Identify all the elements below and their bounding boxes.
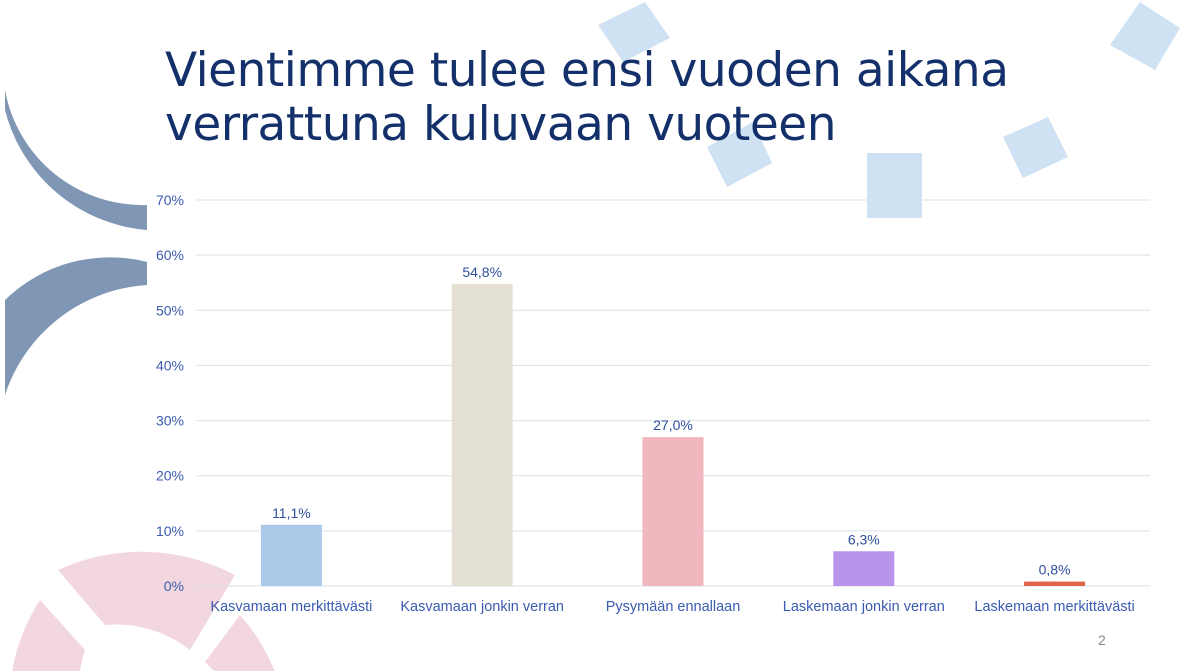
data-label: 0,8% xyxy=(1039,562,1071,578)
y-tick-label: 50% xyxy=(156,302,184,318)
title-line-1: Vientimme tulee ensi vuoden aikana xyxy=(165,43,1009,98)
y-tick-label: 60% xyxy=(156,247,184,263)
x-tick-label: Laskemaan merkittävästi xyxy=(974,599,1134,615)
data-label: 11,1% xyxy=(272,505,311,521)
x-tick-label: Kasvamaan merkittävästi xyxy=(210,599,372,615)
y-tick-label: 30% xyxy=(156,413,184,429)
slide-number: 2 xyxy=(1098,632,1106,648)
bar xyxy=(642,437,704,586)
y-tick-label: 40% xyxy=(156,357,184,373)
y-tick-label: 10% xyxy=(156,523,184,539)
blue-arc-decorations xyxy=(5,90,147,395)
title-line-2: verrattuna kuluvaan vuoteen xyxy=(165,97,836,152)
x-tick-label: Pysymään ennallaan xyxy=(606,599,741,615)
x-tick-label: Kasvamaan jonkin verran xyxy=(400,599,564,615)
bar xyxy=(260,524,322,586)
data-label: 54,8% xyxy=(462,264,502,280)
bar xyxy=(1024,581,1086,586)
x-tick-label: Laskemaan jonkin verran xyxy=(783,599,945,615)
bar xyxy=(833,551,895,586)
bar xyxy=(451,283,513,586)
slide-title: Vientimme tulee ensi vuoden aikana verra… xyxy=(165,44,1009,152)
y-tick-label: 20% xyxy=(156,468,184,484)
pink-ring-decoration xyxy=(12,551,275,671)
square-decorations xyxy=(598,2,1180,218)
y-tick-label: 0% xyxy=(164,578,184,594)
data-label: 6,3% xyxy=(848,531,880,547)
data-label: 27,0% xyxy=(653,417,693,433)
y-tick-label: 70% xyxy=(156,192,184,208)
